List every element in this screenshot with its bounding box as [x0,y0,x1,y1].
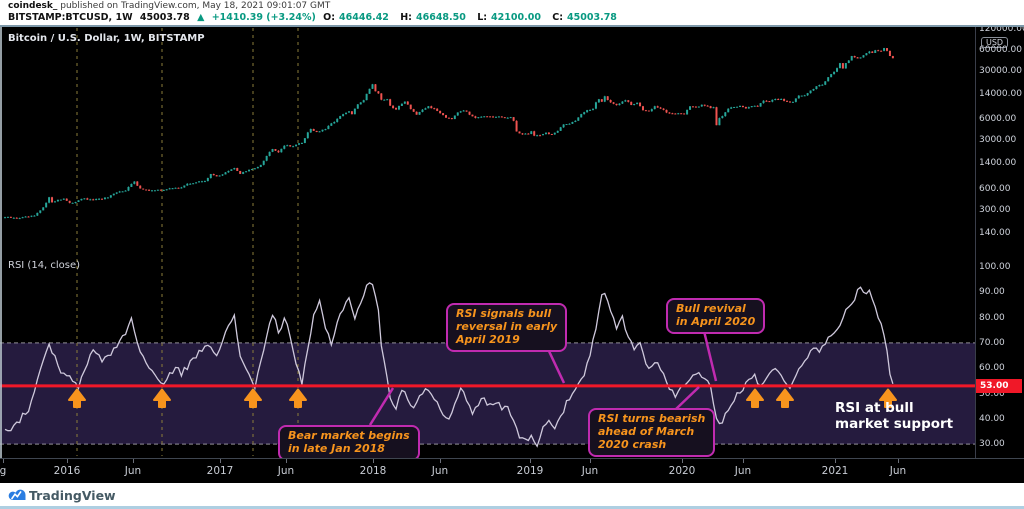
time-axis-tick [590,459,591,463]
byline: coindesk_ published on TradingView.com, … [8,1,330,11]
frame-left-edge [0,25,2,458]
price-axis-label: 120000.00 [979,24,1024,34]
time-axis-label: 2020 [668,465,696,477]
event-dashed-vlines [76,28,299,456]
low-value: 42100.00 [491,12,541,23]
last-price: 45003.78 [139,12,190,23]
time-axis-label: 2016 [53,465,81,477]
footer: TradingView [0,483,1024,509]
rsi-axis-label: 40.00 [979,413,1005,424]
author-name: coindesk_ [8,1,58,11]
price-axis-label: 3000.00 [979,135,1017,146]
time-axis: g 2016 Jun 2017 Jun 2018 Jun 2019 Jun 2020 Jun 2021… [0,458,1024,483]
up-arrow-icon [776,388,794,408]
rsi-axis-label: 90.00 [979,287,1005,298]
up-arrow-icon [289,388,307,408]
up-arrow-icon [244,388,262,408]
time-axis-label: 2019 [516,465,544,477]
publish-info: published on TradingView.com, May 18, 20… [57,1,331,11]
rsi-indicator-label: RSI (14, close) [8,260,81,271]
time-axis-label: Jun [734,465,752,477]
up-triangle-icon: ▲ [197,12,205,23]
rsi-axis-label: 70.00 [979,337,1005,348]
rsi-support-note: RSI at bull market support [835,400,954,433]
time-axis-label: Jun [431,465,449,477]
symbol-title: BITSTAMP:BTCUSD, 1W [8,12,133,23]
time-axis-tick [898,459,899,463]
rsi-support-price-badge: 53.00 [976,379,1022,393]
rsi-axis-label: 80.00 [979,312,1005,323]
time-axis-tick [682,459,683,463]
rsi-axis-label: 50.00 [979,388,1005,399]
close-value: 45003.78 [567,12,617,23]
symbol-row: BITSTAMP:BTCUSD, 1W 45003.78 ▲ +1410.39 … [8,12,625,23]
header: coindesk_ published on TradingView.com, … [0,0,1024,25]
time-axis-tick [743,459,744,463]
time-axis-label: Jun [581,465,599,477]
currency-badge: USD [981,37,1009,48]
rsi-band [0,342,975,445]
tradingview-brand-text: TradingView [29,488,116,503]
chart-canvas [0,28,975,456]
rsi-axis-label: 100.00 [979,262,1011,272]
time-axis-tick [440,459,441,463]
time-axis-label: Jun [124,465,142,477]
rsi-axis-label: 30.00 [979,439,1005,450]
price-axis-label: 14000.00 [979,88,1022,99]
callout-tails [368,330,718,426]
rsi-support-arrows [68,388,897,408]
callout-bear-market-begins: Bear market begins in late Jan 2018 [278,425,420,461]
up-arrow-icon [879,388,897,408]
price-axis-label: 6000.00 [979,114,1017,125]
time-axis-label: 2021 [821,465,849,477]
time-axis-label: g [0,465,7,477]
candlestick-series [4,47,894,220]
time-axis-tick [133,459,134,463]
time-axis-tick [373,459,374,463]
high-label: H: 46648.50 [400,12,466,23]
close-label: C: 45003.78 [552,12,617,23]
open-label: O: 46446.42 [323,12,389,23]
time-axis-label: 2018 [359,465,387,477]
header-separator [0,25,1024,27]
price-axis-label: 1400.00 [979,158,1017,169]
price-axis-label: 140.00 [979,227,1011,238]
tradingview-logo-icon [8,489,26,500]
price-axis-label: 60000.00 [979,44,1022,55]
callout-rsi-turns-bearish: RSI turns bearish ahead of March 2020 cras… [588,408,716,457]
price-axis-label: 300.00 [979,204,1011,215]
price-change: +1410.39 (+3.24%) [211,12,316,23]
up-arrow-icon [68,388,86,408]
time-axis-tick [3,459,4,463]
price-axis-label: 30000.00 [979,65,1022,76]
open-value: 46446.42 [339,12,389,23]
time-axis-label: Jun [889,465,907,477]
price-axis-line [975,25,976,458]
chart-area: Bitcoin / U.S. Dollar, 1W, BITSTAMP RSI … [0,24,1024,461]
high-value: 46648.50 [415,12,466,23]
up-arrow-icon [153,388,171,408]
callout-bull-revival: Bull revival in April 2020 [666,298,766,334]
up-arrow-icon [746,388,764,408]
time-axis-tick [220,459,221,463]
symbol-watermark: Bitcoin / U.S. Dollar, 1W, BITSTAMP [8,33,205,44]
frame-bottom-edge [0,506,1024,509]
low-label: L: 42100.00 [477,12,541,23]
time-axis-tick [835,459,836,463]
time-axis-label: Jun [277,465,295,477]
callout-rsi-signals-bull: RSI signals bull reversal in early April 2… [446,303,568,352]
time-axis-label: 2017 [206,465,234,477]
time-axis-tick [530,459,531,463]
time-axis-tick [286,459,287,463]
price-axis-label: 600.00 [979,183,1011,194]
rsi-axis-label: 60.00 [979,363,1005,374]
time-axis-tick [67,459,68,463]
